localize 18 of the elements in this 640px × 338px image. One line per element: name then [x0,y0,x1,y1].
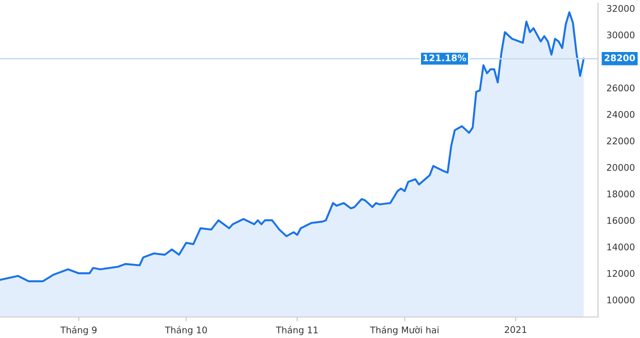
y-tick-label: 30000 [607,32,634,38]
x-tick-label: Tháng 11 [276,326,318,336]
y-tick-label: 20000 [606,164,634,171]
x-tick-label: Tháng 10 [164,326,207,336]
y-tick-label: 24000 [606,111,634,118]
x-tick-label: 2021 [504,326,526,334]
x-tick-label: Tháng 9 [60,326,97,336]
y-tick-label: 12000 [607,270,634,277]
y-tick-label: 18000 [607,190,634,198]
y-tick-label: 16000 [607,217,634,224]
y-tick-label: 22000 [606,138,634,144]
ref-line-label: 28200 [604,54,635,62]
annotation: 121.18% [424,54,466,62]
x-tick-label: Tháng Mười hai [370,326,438,336]
y-tick-label: 26000 [606,84,634,92]
y-tick-label: 32000 [607,5,634,12]
y-tick-label: 14000 [607,244,634,250]
y-tick-label: 10000 [607,296,634,304]
